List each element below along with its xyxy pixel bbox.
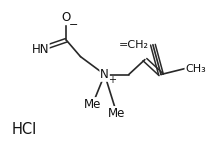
Text: −: − [68,20,78,30]
Text: N: N [100,68,109,81]
Text: Me: Me [84,98,101,111]
Text: Me: Me [108,107,125,120]
Text: =CH₂: =CH₂ [119,40,149,50]
Text: +: + [108,75,116,86]
Text: O: O [62,11,71,24]
Text: HN: HN [32,43,49,56]
Text: CH₃: CH₃ [185,63,206,74]
Text: HCl: HCl [12,122,37,137]
